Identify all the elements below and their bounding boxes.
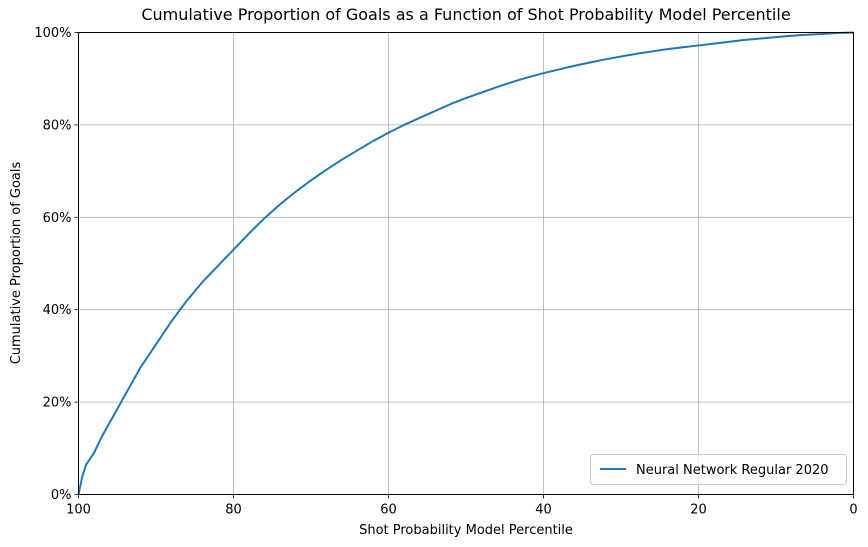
legend: Neural Network Regular 2020 (590, 454, 847, 485)
x-tick-label: 20 (690, 503, 707, 518)
x-tick-label: 60 (380, 503, 397, 518)
x-tick-label: 40 (535, 503, 552, 518)
legend-box (590, 454, 847, 485)
series-layer (77, 31, 854, 495)
y-tick-label: 80% (43, 118, 72, 133)
y-axis: 0% 20% 40% 60% 80% 100% (34, 26, 79, 503)
y-tick-label: 100% (34, 26, 71, 41)
y-tick-label: 60% (43, 211, 72, 226)
x-tick-label: 0 (849, 503, 857, 518)
chart-title: Cumulative Proportion of Goals as a Func… (141, 5, 790, 24)
x-tick-label: 100 (66, 503, 91, 518)
y-axis-label: Cumulative Proportion of Goals (9, 161, 24, 364)
y-tick-label: 40% (43, 303, 72, 318)
y-tick-label: 20% (43, 396, 72, 411)
x-tick-label: 80 (225, 503, 242, 518)
series-line (77, 31, 854, 495)
legend-entry: Neural Network Regular 2020 (636, 463, 829, 478)
y-tick-label: 0% (51, 488, 72, 503)
x-axis-label: Shot Probability Model Percentile (359, 523, 573, 538)
plot-frame (78, 32, 854, 495)
x-axis: 100 80 60 40 20 0 (66, 494, 858, 518)
